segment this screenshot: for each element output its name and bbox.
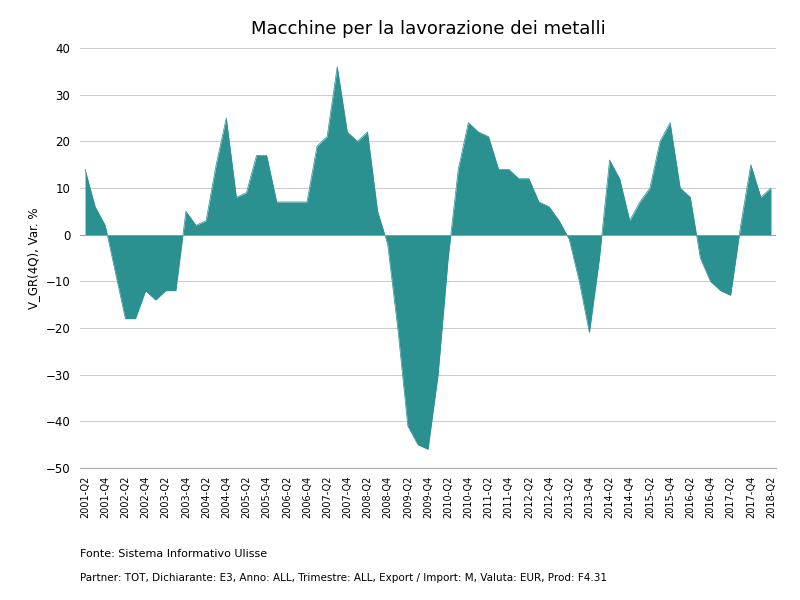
Text: Partner: TOT, Dichiarante: E3, Anno: ALL, Trimestre: ALL, Export / Import: M, Va: Partner: TOT, Dichiarante: E3, Anno: ALL… bbox=[80, 573, 607, 583]
Title: Macchine per la lavorazione dei metalli: Macchine per la lavorazione dei metalli bbox=[250, 20, 606, 38]
Y-axis label: V_GR(4Q), Var. %: V_GR(4Q), Var. % bbox=[27, 207, 40, 309]
Text: Fonte: Sistema Informativo Ulisse: Fonte: Sistema Informativo Ulisse bbox=[80, 549, 267, 559]
